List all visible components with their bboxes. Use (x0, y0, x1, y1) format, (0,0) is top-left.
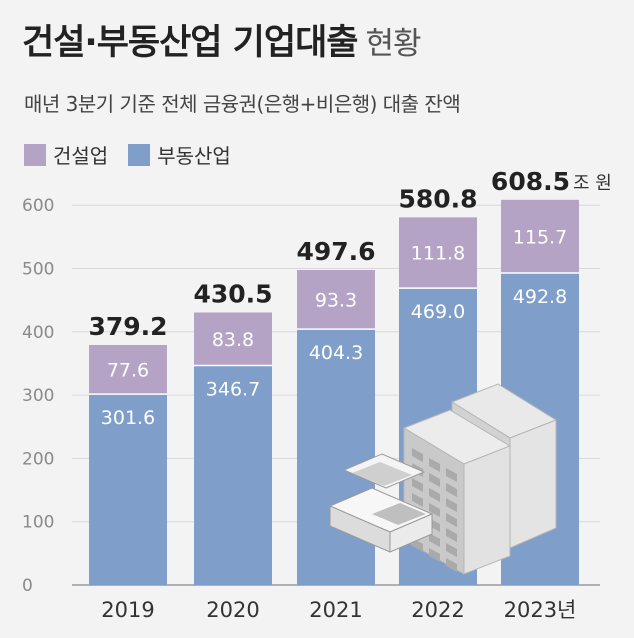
building-back-front (509, 419, 557, 549)
bar-realestate (89, 394, 167, 585)
value-label-realestate: 346.7 (206, 379, 260, 401)
value-label-realestate: 469.0 (411, 301, 465, 323)
bar-construction (89, 344, 167, 395)
legend-item-realestate: 부동산업 (128, 140, 231, 169)
building-window (429, 488, 440, 502)
y-tick-label: 400 (22, 323, 54, 343)
buildings-money-illustration (328, 383, 558, 575)
building-window (446, 468, 457, 482)
x-tick-label: 2021 (309, 598, 362, 622)
cash-bill-pattern (352, 462, 412, 486)
building-window (429, 503, 440, 517)
bar-construction (399, 217, 477, 289)
cash-bill-pattern (372, 503, 426, 525)
y-tick-label: 100 (22, 513, 54, 533)
value-label-realestate: 492.8 (513, 286, 567, 308)
building-window (429, 548, 440, 562)
unit-label: 조 원 (573, 173, 612, 194)
total-label: 580.8 (398, 184, 477, 213)
x-tick-label: 2019 (101, 598, 154, 622)
building-window (446, 483, 457, 497)
value-label-realestate: 404.3 (309, 342, 363, 364)
total-label: 497.6 (296, 237, 375, 266)
building-window (429, 458, 440, 472)
total-label: 379.2 (88, 312, 167, 341)
bar-construction (501, 199, 579, 274)
building-window (429, 473, 440, 487)
bar-realestate (194, 365, 272, 585)
x-tick-label: 2023년 (504, 598, 577, 622)
value-label-realestate: 301.6 (101, 407, 155, 429)
legend-label-construction: 건설업 (53, 144, 109, 168)
value-label-construction: 115.7 (513, 226, 567, 248)
total-label: 430.5 (193, 279, 272, 308)
value-label-construction: 83.8 (212, 329, 254, 351)
y-tick-label: 200 (22, 449, 54, 469)
value-label-construction: 93.3 (315, 290, 357, 312)
building-window (446, 543, 457, 557)
title-light: 현황 (365, 26, 421, 62)
legend-swatch-construction (24, 143, 46, 166)
title-bold: 건설·부동산업 기업대출 (22, 23, 358, 63)
building-window (429, 533, 440, 547)
chart-title: 건설·부동산업 기업대출 현황 (22, 14, 422, 65)
x-tick-label: 2020 (206, 598, 259, 622)
bar-realestate (297, 329, 375, 585)
building-window (446, 558, 457, 572)
total-label: 608.5 (491, 167, 570, 196)
building-window (446, 528, 457, 542)
building-window (412, 448, 423, 462)
bar-construction (297, 270, 375, 330)
building-window (412, 493, 423, 507)
y-tick-label: 300 (22, 386, 54, 406)
y-tick-label: 500 (22, 260, 54, 280)
legend: 건설업 부동산업 (24, 140, 251, 169)
chart-subtitle: 매년 3분기 기준 전체 금융권(은행+비은행) 대출 잔액 (24, 92, 461, 116)
bar-construction (194, 312, 272, 366)
building-window (446, 513, 457, 527)
x-tick-label: 2022 (411, 598, 464, 622)
value-label-construction: 77.6 (107, 360, 149, 382)
y-tick-label: 0 (22, 576, 33, 596)
cash-stack-front (389, 513, 433, 553)
legend-item-construction: 건설업 (24, 140, 108, 169)
building-front-front (463, 445, 511, 575)
y-tick-label: 600 (22, 196, 54, 216)
building-window (446, 498, 457, 512)
value-label-construction: 111.8 (411, 243, 465, 265)
building-window (412, 478, 423, 492)
legend-swatch-realestate (128, 143, 151, 166)
legend-label-realestate: 부동산업 (157, 144, 231, 168)
